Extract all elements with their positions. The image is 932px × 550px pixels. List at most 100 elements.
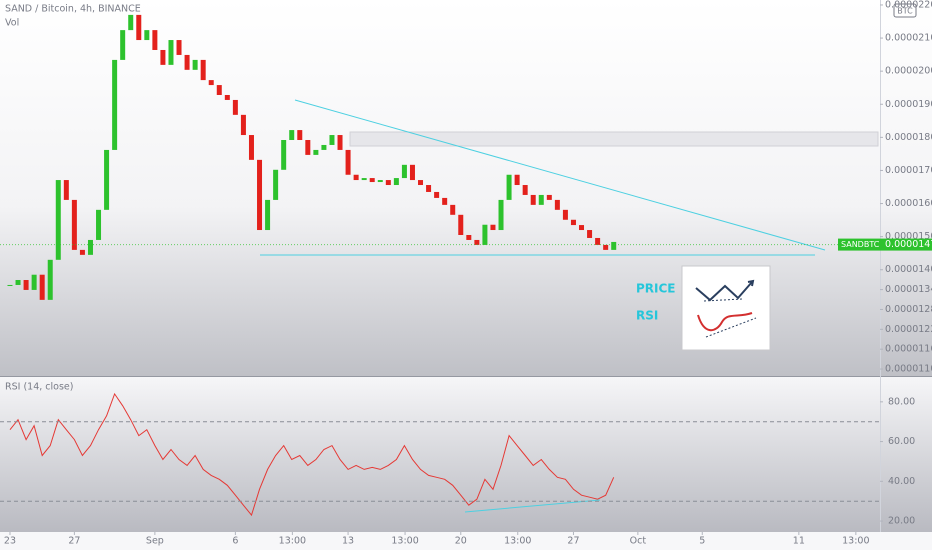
candle [96,209,102,240]
candle [55,180,61,260]
candle [232,99,238,115]
candle [39,274,45,300]
y-tick-label: 0.00001500 [885,231,932,242]
candle [329,135,335,145]
candle [595,237,601,245]
x-tick-label: 27 [68,536,80,547]
candle [289,130,295,141]
candle [273,169,279,200]
ticker: SANDBTC [841,240,880,249]
candle [546,194,552,200]
candle [200,59,206,81]
y-tick-label: 0.00002100 [885,33,932,44]
candle [337,135,343,150]
candle [603,244,609,250]
candle [369,178,375,183]
candle [281,140,287,170]
candle [79,249,85,255]
candle [176,40,182,55]
candle [31,274,37,290]
y-tick-label: 0.00001700 [885,165,932,176]
y-tick-label: 0.00002000 [885,66,932,77]
candle [7,284,13,286]
candle [393,178,399,186]
divergence-icon [681,265,771,351]
y-tick-label: 40.00 [888,476,915,487]
candle [474,239,480,245]
candle [611,241,617,250]
candle [458,214,464,235]
y-tick-label: 80.00 [888,396,915,407]
y-tick-label: 0.00001340 [885,284,932,295]
volume-label: Vol [5,18,19,29]
candle [353,174,359,181]
currency-badge-box[interactable] [893,3,917,18]
x-tick-label: 13:00 [504,536,531,547]
y-tick-label: 0.00001400 [885,264,932,275]
candle [554,199,560,210]
candle [248,135,254,160]
candle [47,259,53,300]
resistance-zone [349,131,879,147]
candle [506,174,512,200]
candle [208,80,214,86]
rsi-line [9,392,615,517]
y-tick-label: 0.00001900 [885,99,932,110]
x-tick-label: Oct [630,536,647,547]
candle [87,239,93,255]
rsi-pane [0,377,932,532]
candle [136,14,142,41]
candle [570,219,576,226]
candle [257,159,263,231]
candle [538,194,544,205]
candle [530,194,536,205]
y-tick-label: 0.00002200 [885,0,932,10]
x-tick-label: 13 [342,536,354,547]
candle [498,199,504,231]
candle [522,185,528,195]
candle [224,94,230,100]
x-tick-label: 13:00 [279,536,306,547]
candle [409,164,415,181]
candle [120,30,126,60]
candle [152,30,158,50]
last-price: 0.00001476 [885,239,932,250]
time-axis [0,532,932,550]
y-tick-label: 0.00001280 [885,304,932,315]
divergence-line [464,499,601,513]
candle [192,59,198,70]
candle [442,197,448,205]
candle [426,185,432,192]
y-tick-label: 60.00 [888,436,915,447]
ticker-box [838,238,880,251]
y-tick-label: 0.00001600 [885,198,932,209]
candle [216,85,222,95]
x-tick-label: 5 [699,536,705,547]
y-tick-label: 0.00001160 [885,344,932,355]
candle [401,164,407,179]
x-tick-label: 11 [793,536,805,547]
rsi-title: RSI (14, close) [5,382,73,393]
candle [385,180,391,186]
candle [265,199,271,231]
candle [321,144,327,150]
candle [490,224,496,231]
x-tick-label: 6 [232,536,238,547]
candle [482,224,488,245]
symbol-info: SAND / Bitcoin, 4h, BINANCE [5,4,141,15]
currency-badge[interactable]: BTC [897,7,913,16]
candle [23,280,29,290]
candle [434,191,440,198]
candle [305,140,311,155]
candle [418,180,424,186]
candle [313,149,319,155]
candle [160,49,166,65]
y-tick-label: 0.00001220 [885,324,932,335]
candle [104,149,110,210]
candle [361,178,367,181]
candle [579,225,585,231]
annotation: RSI [636,309,658,323]
trendline [294,99,826,251]
